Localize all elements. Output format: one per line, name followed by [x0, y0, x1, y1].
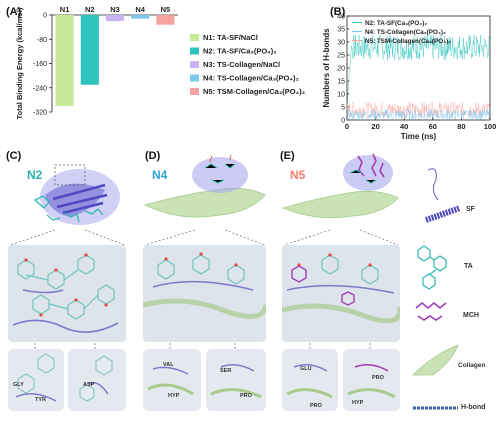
- legend-label: N1: TA-SF/NaCl: [203, 33, 258, 42]
- x-tick-label: 100: [484, 122, 497, 131]
- legend-swatch: [190, 34, 199, 41]
- panel-e-label: (E): [280, 150, 295, 162]
- key-collagen-label: Collagen: [458, 362, 486, 369]
- sf-key-graphic: [425, 168, 461, 223]
- residue-label: HYP: [352, 400, 364, 406]
- structure-key: [412, 168, 461, 410]
- bar-n4: [131, 15, 150, 19]
- y-tick-label: -80: [37, 37, 47, 44]
- panel-d-label: (D): [145, 150, 161, 162]
- legend-swatch: [190, 47, 199, 55]
- ta-key-graphic: [417, 245, 447, 290]
- system-label-e: N5: [290, 168, 306, 182]
- y-tick-label: 30: [337, 40, 345, 47]
- y-tick-label: 40: [337, 14, 345, 21]
- category-label: N4: [135, 5, 145, 14]
- residue-label: VAL: [163, 362, 174, 368]
- system-label-d: N4: [152, 168, 168, 182]
- x-tick-label: 40: [400, 122, 408, 131]
- bar-n5: [156, 15, 175, 25]
- legend-swatch: [190, 74, 199, 82]
- residue-label: PRO: [310, 403, 322, 409]
- inset-c-2: [68, 349, 126, 411]
- y-tick-label: 0: [341, 118, 345, 125]
- legend-label: N5: TSM-Collagen/Ca₃(PO₄)₂: [203, 87, 305, 96]
- line-chart: 0 5 10 15 20 25 30 35 40 0 20 40 60 80 100 Time (ns) Num…: [322, 14, 497, 142]
- bar-n3: [105, 15, 125, 22]
- y-tick-label: -160: [33, 61, 47, 68]
- zoom-panel-e: [281, 245, 403, 342]
- panel-a-label: (A): [6, 6, 22, 18]
- y-tick-label: -240: [33, 85, 47, 92]
- legend-swatch: [190, 88, 199, 95]
- inset-c-1: [8, 349, 64, 411]
- key-sf-label: SF: [466, 206, 475, 213]
- y-tick-label: 0: [43, 13, 47, 20]
- y-tick-label: -320: [33, 110, 47, 117]
- inset-d-2: [206, 349, 266, 411]
- residue-label: HYP: [168, 393, 180, 399]
- protein-structure-d: [143, 154, 266, 218]
- residue-label: ASP: [83, 382, 95, 388]
- bar-n1: [55, 15, 74, 106]
- legend-label: N2: TA-SF/Ca₃(PO₄)₂: [203, 47, 277, 56]
- category-label: N5: [161, 5, 171, 14]
- inset-d-1: [143, 349, 201, 411]
- category-label: N2: [85, 5, 95, 14]
- x-tick-label: 80: [457, 122, 465, 131]
- x-tick-label: 20: [371, 122, 379, 131]
- legend-label: N5: TSM-Collagen(Ca₃(PO₄)₂: [365, 38, 451, 45]
- category-label: N1: [60, 5, 70, 14]
- residue-label: TYR: [35, 397, 46, 403]
- residue-label: GLU: [300, 366, 312, 372]
- panel-c-label: (C): [6, 150, 22, 162]
- key-mch-label: MCH: [463, 312, 479, 319]
- protein-structure-c: [33, 164, 120, 225]
- protein-structure-e: [281, 153, 399, 219]
- y-tick-label: 25: [337, 53, 345, 60]
- zoom-connectors: [9, 229, 399, 349]
- series-line-1: [346, 109, 490, 121]
- residue-label: PRO: [240, 393, 252, 399]
- zoom-panel-c: [8, 245, 126, 342]
- key-hbond-label: H-bond: [461, 404, 486, 411]
- x-tick-label: 0: [345, 122, 349, 131]
- residue-label: GLY: [13, 382, 24, 388]
- panel-b-label: (B): [330, 6, 346, 18]
- key-ta-label: TA: [464, 263, 473, 270]
- zoom-panel-d: [142, 245, 269, 342]
- inset-e-1: [282, 349, 338, 411]
- y-tick-label: 10: [337, 92, 345, 99]
- y-tick-label: 20: [337, 66, 345, 73]
- y-axis-label: Total Binding Energy (kcal/mol): [15, 7, 24, 119]
- inset-e-2: [343, 349, 400, 411]
- collagen-key-graphic: [412, 344, 459, 376]
- legend-label: N4: TS-Collagen(Ca₃(PO₄)₂: [365, 29, 446, 36]
- system-label-c: N2: [27, 168, 43, 182]
- legend-swatch: [190, 61, 199, 68]
- mch-key-graphic: [415, 301, 447, 321]
- bar-n2: [80, 15, 99, 85]
- residue-label: SER: [220, 368, 232, 374]
- y-tick-label: 15: [337, 79, 345, 86]
- series-line-0: [346, 34, 490, 107]
- category-label: N3: [110, 5, 120, 14]
- residue-label: PRO: [372, 375, 384, 381]
- y-tick-label: 35: [337, 27, 345, 34]
- y-axis-label: Numbers of H-bonds: [322, 28, 331, 108]
- legend-label: N2: TA-SF(Ca₃(PO₄)₂: [365, 20, 427, 27]
- x-axis-label: Time (ns): [401, 132, 437, 141]
- x-tick-label: 60: [429, 122, 437, 131]
- bar-chart: 0 -80 -160 -240 -320 Total Binding Energy (kc…: [15, 5, 305, 119]
- legend-label: N3: TS-Collagen/NaCl: [203, 60, 280, 69]
- y-tick-label: 5: [341, 105, 345, 112]
- legend-label: N4: TS-Collagen/Ca₃(PO₄)₂: [203, 74, 299, 83]
